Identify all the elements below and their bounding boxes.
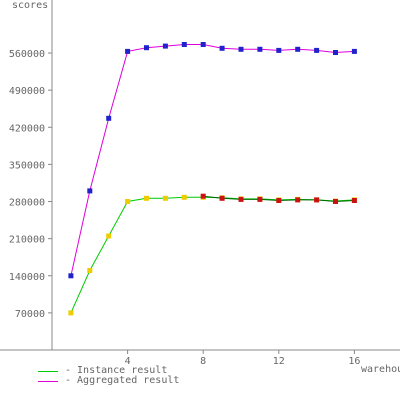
- series-line-0: [70, 196, 355, 314]
- series-line-1: [70, 44, 355, 276]
- series-point-0: [144, 195, 149, 201]
- y-tick-label: 140000: [9, 272, 45, 283]
- series-point-2: [276, 198, 282, 203]
- series-point-0: [87, 268, 93, 273]
- series-point-1: [68, 273, 74, 279]
- series-point-2: [238, 196, 244, 202]
- series-point-1: [295, 46, 301, 52]
- series-point-1: [257, 46, 263, 52]
- series-point-0: [68, 310, 74, 316]
- series-point-1: [106, 115, 112, 121]
- y-tick-label: 490000: [9, 86, 45, 97]
- series-point-2: [333, 199, 338, 204]
- x-tick-label: 4: [125, 356, 131, 367]
- series-point-1: [333, 50, 338, 55]
- series-point-2: [219, 195, 225, 201]
- series-point-1: [162, 43, 168, 49]
- series-point-0: [125, 199, 131, 204]
- legend-swatch-aggregated: [38, 381, 58, 382]
- series-layer: [68, 42, 357, 316]
- series-point-2: [351, 198, 357, 203]
- series-point-2: [314, 197, 320, 203]
- y-axis-label: scores: [12, 0, 48, 11]
- legend-label-instance: - Instance result: [65, 365, 168, 376]
- series-point-1: [314, 47, 320, 53]
- y-tick-label: 420000: [9, 123, 45, 134]
- series-point-0: [181, 194, 187, 200]
- legend-label-aggregated: - Aggregated result: [65, 375, 180, 386]
- x-tick-label: 16: [348, 356, 360, 367]
- series-point-1: [276, 47, 282, 53]
- series-point-1: [351, 48, 357, 54]
- series-point-1: [87, 188, 93, 194]
- x-tick-label: 12: [273, 356, 285, 367]
- series-point-2: [295, 197, 301, 203]
- y-tick-label: 350000: [9, 160, 45, 171]
- y-tick-label: 280000: [9, 198, 45, 209]
- x-tick-label: 8: [200, 356, 206, 367]
- series-point-1: [200, 42, 206, 47]
- axes: scores warehouses 70000 140000 210000 280000 3…: [0, 0, 400, 375]
- legend-swatch-instance: [38, 371, 58, 372]
- y-tick-label: 560000: [9, 49, 45, 60]
- series-point-2: [257, 196, 263, 202]
- series-point-0: [162, 195, 168, 201]
- y-tick-label: 70000: [15, 309, 45, 320]
- series-point-1: [238, 46, 244, 52]
- y-tick-label: 210000: [9, 235, 45, 246]
- x-axis-label: warehouses: [361, 364, 400, 375]
- series-point-1: [125, 48, 131, 54]
- series-point-0: [106, 233, 112, 239]
- series-point-1: [144, 45, 149, 51]
- series-point-1: [219, 45, 225, 51]
- series-point-1: [181, 42, 187, 47]
- series-point-2: [200, 193, 206, 199]
